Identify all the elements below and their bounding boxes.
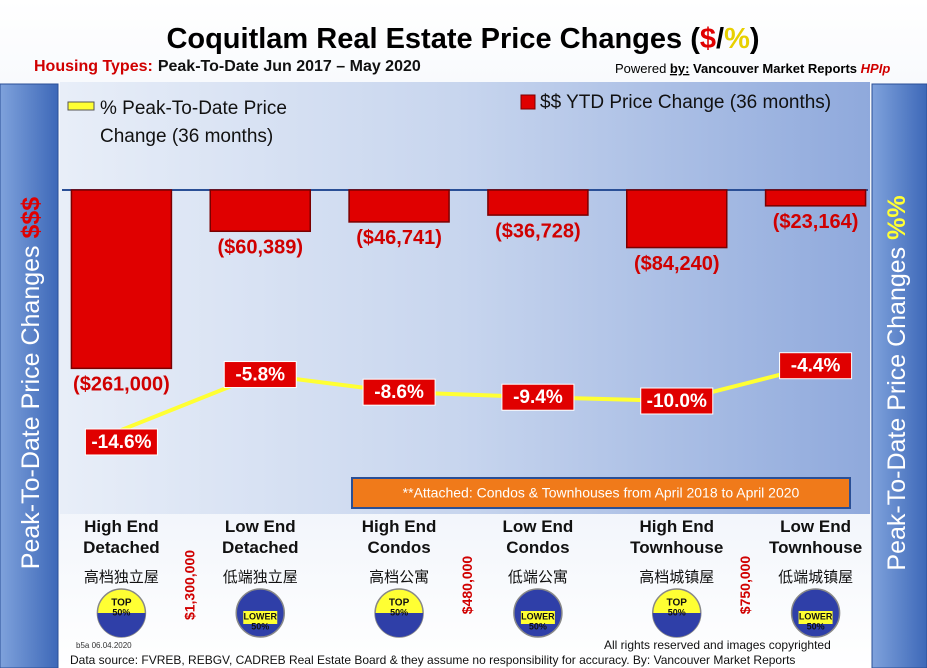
chinese-label: 高档城镇屋 <box>639 569 714 586</box>
line-label-box <box>640 387 714 415</box>
badge-text: LOWER <box>244 611 278 621</box>
badge-text: 50% <box>807 621 825 631</box>
badge-text: 50% <box>112 607 130 617</box>
category-wrap: Low End Detached <box>221 517 299 557</box>
chinese-label: 低端公寓 <box>508 568 568 586</box>
y2-label-symbol: %% <box>883 195 911 239</box>
bar <box>209 189 311 233</box>
bar <box>348 189 450 223</box>
subtitle-label: Housing Types: <box>34 58 153 75</box>
bar-label: ($60,389) <box>217 237 303 259</box>
stamp: b5a 06.04.2020 <box>76 641 132 650</box>
x-tick-label: Low End Condos <box>502 517 574 557</box>
right-band <box>871 83 927 668</box>
category-wrap: High End Condos <box>361 517 437 557</box>
legend-marker <box>520 94 536 110</box>
title-slash: / <box>716 23 724 55</box>
x-tick-label: High End Detached <box>83 517 160 557</box>
category-wrap: High End Detached <box>83 517 160 557</box>
badge-text: LOWER <box>521 611 555 621</box>
x-tick-label: High End Condos <box>361 517 437 557</box>
bar-label: ($84,240) <box>634 253 720 275</box>
line-label: -9.4% <box>513 387 563 408</box>
chinese-label: 低端城镇屋 <box>778 569 853 586</box>
credit-part: by: <box>670 61 690 76</box>
badge-half <box>520 611 555 624</box>
bar <box>487 189 589 216</box>
chinese-label: 高档独立屋 <box>84 569 159 586</box>
badge-text: TOP <box>667 598 688 609</box>
copyright: All rights reserved and images copyright… <box>604 638 831 652</box>
badge-text: 50% <box>529 621 547 631</box>
subtitle-text: Peak-To-Date Jun 2017 – May 2020 <box>158 58 421 75</box>
credit-part: Vancouver Market Reports <box>689 61 860 76</box>
subtitle: Housing Types: Peak-To-Date Jun 2017 – Ma… <box>34 58 421 75</box>
bar <box>70 189 173 370</box>
legend-wrap: % Peak-To-Date Price Change (36 months) <box>100 98 287 147</box>
line-label: -4.4% <box>791 356 841 377</box>
threshold: $1,300,000 <box>182 550 198 620</box>
title-close: ) <box>750 23 760 55</box>
legend-marker <box>67 101 95 111</box>
annotation: **Attached: Condos & Townhouses from Apr… <box>403 485 800 501</box>
plot-area <box>60 82 870 514</box>
line-label: -5.8% <box>235 365 285 386</box>
bar-label: ($23,164) <box>773 211 859 233</box>
legend-label: % Peak-To-Date Price Change (36 months) <box>100 98 287 147</box>
line-label: -14.6% <box>91 432 151 453</box>
bar-label: ($46,741) <box>356 227 442 249</box>
y2-axis-label: Peak-To-Date Price Changes %% <box>883 195 911 570</box>
legend-label: $$ YTD Price Change (36 months) <box>540 92 831 113</box>
title-percent: % <box>724 23 750 55</box>
badge-half <box>97 613 146 637</box>
source: Data source: FVREB, REBGV, CADREB Real E… <box>70 653 795 667</box>
threshold: $750,000 <box>737 556 753 615</box>
title-text: Coquitlam Real Estate Price Changes ( <box>166 23 700 55</box>
x-tick-label: High End Townhouse <box>630 517 724 557</box>
badge-half <box>652 613 701 637</box>
chart-title: Coquitlam Real Estate Price Changes ($/%… <box>166 23 759 55</box>
threshold: $480,000 <box>459 556 475 615</box>
line-label-box <box>84 428 158 456</box>
x-tick-label: Low End Townhouse <box>768 517 863 557</box>
chinese-label: 高档公寓 <box>369 568 429 586</box>
credit: Powered by: Vancouver Market Reports HPI… <box>615 61 890 76</box>
line-label-box <box>362 378 436 406</box>
x-tick-label: Low End Detached <box>221 517 299 557</box>
badge-text: 50% <box>390 607 408 617</box>
annotation-box <box>351 477 851 509</box>
y-axis-label: Peak-To-Date Price Changes $$$ <box>17 197 45 570</box>
y-label-symbol: $$$ <box>17 197 45 239</box>
badge-text: TOP <box>111 598 132 609</box>
bar-label: ($36,728) <box>495 220 581 242</box>
bar <box>764 189 867 207</box>
badge-text: 50% <box>668 607 686 617</box>
y-label-text: Peak-To-Date Price Changes <box>17 239 45 570</box>
category-wrap: High End Townhouse <box>630 517 724 557</box>
line-label-box <box>501 383 575 411</box>
badge-half <box>243 611 278 624</box>
badge-half <box>798 611 833 624</box>
bar-label: ($261,000) <box>73 374 170 396</box>
badge-text: LOWER <box>799 611 833 621</box>
left-band <box>0 83 59 668</box>
y2-label-text: Peak-To-Date Price Changes <box>883 240 911 571</box>
badge-text: 50% <box>251 621 269 631</box>
line-label: -8.6% <box>374 382 424 403</box>
credit-part: HPIp <box>861 61 891 76</box>
badge-half <box>375 613 424 637</box>
title-dollar: $ <box>700 23 716 55</box>
credit-part: Powered <box>615 61 670 76</box>
line-label-box <box>779 352 853 380</box>
chinese-label: 低端独立屋 <box>223 569 298 586</box>
bar <box>626 189 728 249</box>
line-label: -10.0% <box>647 391 707 412</box>
category-wrap: Low End Condos <box>502 517 574 557</box>
category-wrap: Low End Townhouse <box>768 517 863 557</box>
line-label-box <box>223 361 297 389</box>
badge-text: TOP <box>389 598 410 609</box>
